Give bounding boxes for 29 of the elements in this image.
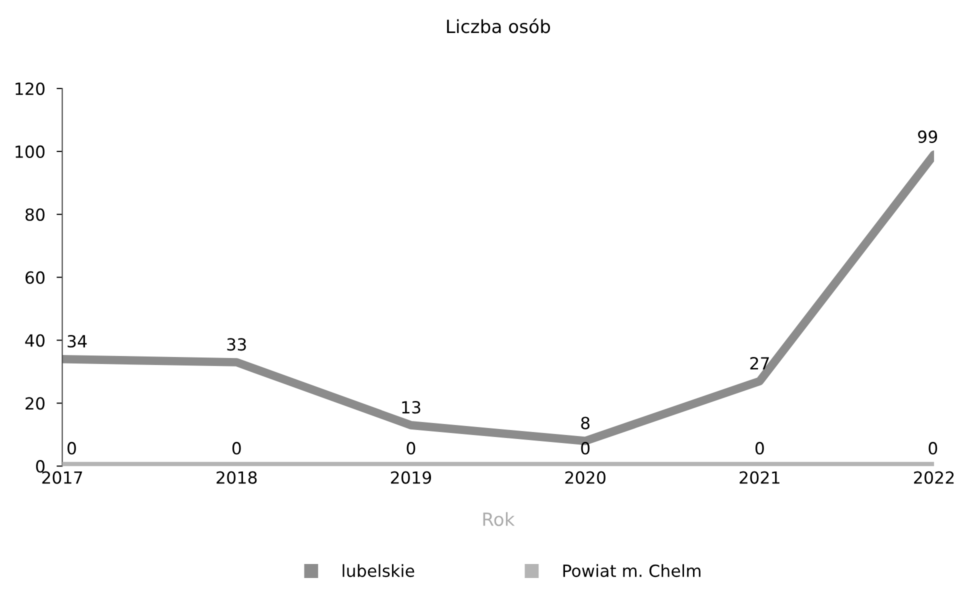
legend-label: Powiat m. Chelm xyxy=(563,564,700,578)
y-tick-label: 20 xyxy=(26,397,44,410)
data-label: 27 xyxy=(750,356,769,370)
x-tick-label: 2019 xyxy=(390,471,432,484)
y-tick-label: 80 xyxy=(26,208,44,221)
data-label: 0 xyxy=(581,442,590,455)
data-label: 34 xyxy=(68,334,87,348)
x-tick-label: 2020 xyxy=(565,471,606,484)
y-tick-label: 120 xyxy=(16,82,44,96)
data-label: 8 xyxy=(581,416,590,430)
data-label: 33 xyxy=(227,338,246,351)
x-tick-label: 2021 xyxy=(740,471,780,484)
x-axis-title: Rok xyxy=(483,512,515,526)
y-tick-label: 60 xyxy=(26,271,44,284)
data-label: 13 xyxy=(402,401,420,414)
data-label: 0 xyxy=(232,442,241,455)
data-label: 0 xyxy=(755,442,764,455)
x-tick-label: 2022 xyxy=(914,471,954,484)
data-label: 99 xyxy=(918,130,938,144)
x-tick-label: 2018 xyxy=(216,471,257,484)
chart-title: Liczba osób xyxy=(447,18,550,34)
data-label: 0 xyxy=(406,442,416,455)
y-tick-label: 0 xyxy=(36,460,44,473)
data-label: 0 xyxy=(928,442,938,455)
y-tick-label: 100 xyxy=(16,145,44,158)
x-tick-label: 2017 xyxy=(42,471,82,484)
y-tick-label: 40 xyxy=(25,334,44,347)
data-label: 0 xyxy=(68,442,76,455)
legend-label: lubelskie xyxy=(342,564,414,578)
